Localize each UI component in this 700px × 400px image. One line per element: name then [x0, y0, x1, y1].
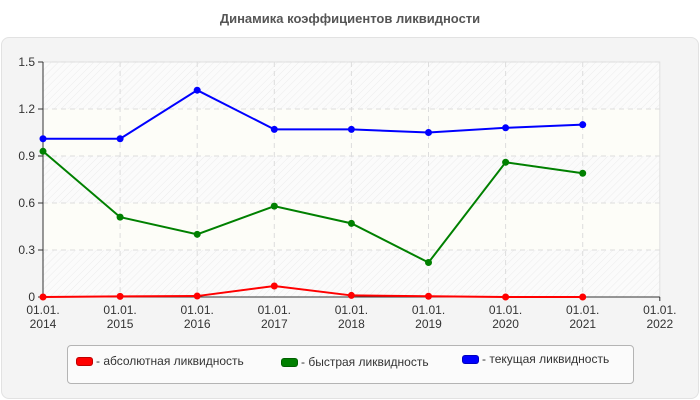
x-tick-label: 2022	[646, 317, 673, 331]
x-tick-label: 2021	[569, 317, 596, 331]
data-point[interactable]	[116, 292, 124, 300]
data-point[interactable]	[116, 135, 124, 143]
x-axis-ticks: 01.01.201401.01.201501.01.201601.01.2017…	[26, 303, 676, 331]
legend-swatch-red-icon	[76, 356, 93, 366]
x-tick-label: 2018	[338, 317, 365, 331]
y-tick-label: 0.9	[18, 149, 35, 163]
data-point[interactable]	[270, 282, 278, 290]
data-point[interactable]	[39, 293, 47, 301]
data-series	[39, 86, 587, 301]
x-tick-label: 01.01.	[412, 303, 445, 317]
legend-swatch-blue-icon	[462, 354, 479, 364]
y-tick-label: 1.2	[18, 102, 35, 116]
x-tick-label: 01.01.	[489, 303, 522, 317]
data-point[interactable]	[193, 230, 201, 238]
x-tick-label: 2019	[415, 317, 442, 331]
x-tick-label: 01.01.	[26, 303, 59, 317]
x-tick-label: 2017	[261, 317, 288, 331]
data-point[interactable]	[502, 124, 510, 132]
data-point[interactable]	[116, 213, 124, 221]
legend-item-quick: - быстрая ликвидность	[281, 355, 429, 369]
data-point[interactable]	[347, 219, 355, 227]
data-point[interactable]	[425, 129, 432, 136]
series-line	[39, 86, 587, 143]
data-point[interactable]	[347, 291, 355, 299]
data-point[interactable]	[579, 169, 587, 177]
data-point[interactable]	[270, 202, 278, 210]
data-point[interactable]	[347, 125, 355, 133]
x-tick-label: 2020	[492, 317, 519, 331]
legend-item-current: - текущая ликвидность	[462, 352, 609, 366]
legend-swatch-green-icon	[281, 357, 298, 367]
x-tick-label: 01.01.	[643, 303, 676, 317]
y-tick-label: 0.6	[18, 196, 35, 210]
x-tick-label: 01.01.	[566, 303, 599, 317]
data-point[interactable]	[39, 147, 47, 155]
legend: - абсолютная ликвидность - быстрая ликви…	[67, 345, 634, 384]
legend-label: - быстрая ликвидность	[301, 355, 429, 369]
data-point[interactable]	[193, 292, 201, 300]
legend-label: - текущая ликвидность	[482, 352, 610, 366]
legend-label: - абсолютная ликвидность	[96, 354, 244, 368]
data-point[interactable]	[425, 259, 432, 267]
y-axis-ticks: 1.5 1.2 0.9 0.6 0.3 0	[18, 55, 43, 304]
x-tick-label: 01.01.	[258, 303, 291, 317]
series-line	[39, 282, 587, 301]
x-tick-label: 01.01.	[103, 303, 136, 317]
x-tick-label: 01.01.	[335, 303, 368, 317]
legend-item-absolute: - абсолютная ликвидность	[76, 354, 244, 368]
y-tick-label: 0.3	[18, 243, 35, 257]
series-line	[39, 147, 587, 267]
data-point[interactable]	[579, 293, 587, 301]
x-tick-label: 2016	[184, 317, 211, 331]
gridlines	[43, 61, 660, 297]
x-tick-label: 2014	[30, 317, 57, 331]
y-tick-label: 1.5	[18, 55, 35, 69]
data-point[interactable]	[502, 158, 510, 166]
data-point[interactable]	[193, 86, 201, 94]
chart-title: Динамика коэффициентов ликвидности	[219, 11, 481, 26]
data-point[interactable]	[425, 292, 432, 300]
x-tick-label: 01.01.	[181, 303, 214, 317]
data-point[interactable]	[39, 135, 47, 143]
x-tick-label: 2015	[107, 317, 134, 331]
data-point[interactable]	[579, 121, 587, 129]
data-point[interactable]	[502, 293, 510, 301]
y-tick-label: 0	[28, 290, 35, 304]
data-point[interactable]	[270, 125, 278, 133]
